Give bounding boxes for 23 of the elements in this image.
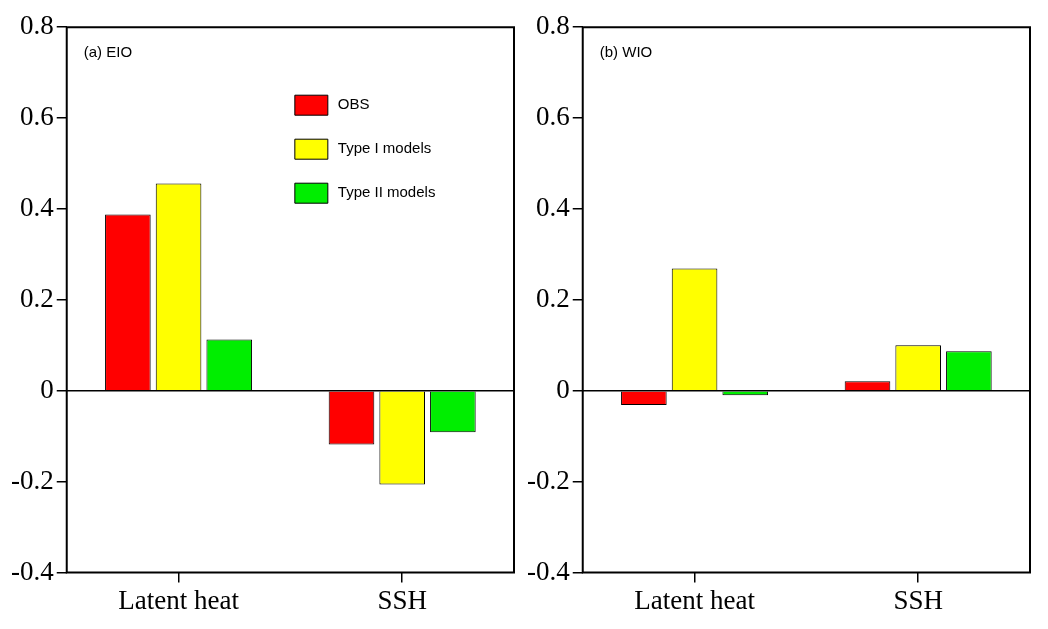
y-tick-label: -0.2 <box>526 464 570 495</box>
x-tick-label: Latent heat <box>118 584 240 615</box>
y-tick-label: 0.4 <box>535 192 571 223</box>
x-tick-label: SSH <box>893 584 943 615</box>
text: (a) EIO <box>83 43 133 61</box>
y-tick-label: 0.6 <box>535 101 570 132</box>
y-tick-label: 0.8 <box>535 10 570 41</box>
text: (b) WIO <box>599 43 653 61</box>
x-tick-label: SSH <box>377 584 427 615</box>
y-tick-label: 0 <box>40 373 54 404</box>
y-tick-label: 0 <box>556 373 570 404</box>
y-tick-label: 0.2 <box>19 282 54 313</box>
legend-label: OBS <box>337 95 370 113</box>
y-tick-label: -0.4 <box>526 555 571 586</box>
legend-label: Type I models <box>337 139 432 157</box>
y-tick-label: 0.2 <box>535 282 570 313</box>
y-tick-label: 0.8 <box>19 10 54 41</box>
y-tick-label: 0.6 <box>19 101 54 132</box>
x-tick-label: Latent heat <box>634 584 756 615</box>
y-tick-label: -0.4 <box>10 555 55 586</box>
y-tick-label: -0.2 <box>10 464 54 495</box>
y-tick-label: 0.4 <box>19 192 55 223</box>
legend-label: Type II models <box>337 183 436 201</box>
